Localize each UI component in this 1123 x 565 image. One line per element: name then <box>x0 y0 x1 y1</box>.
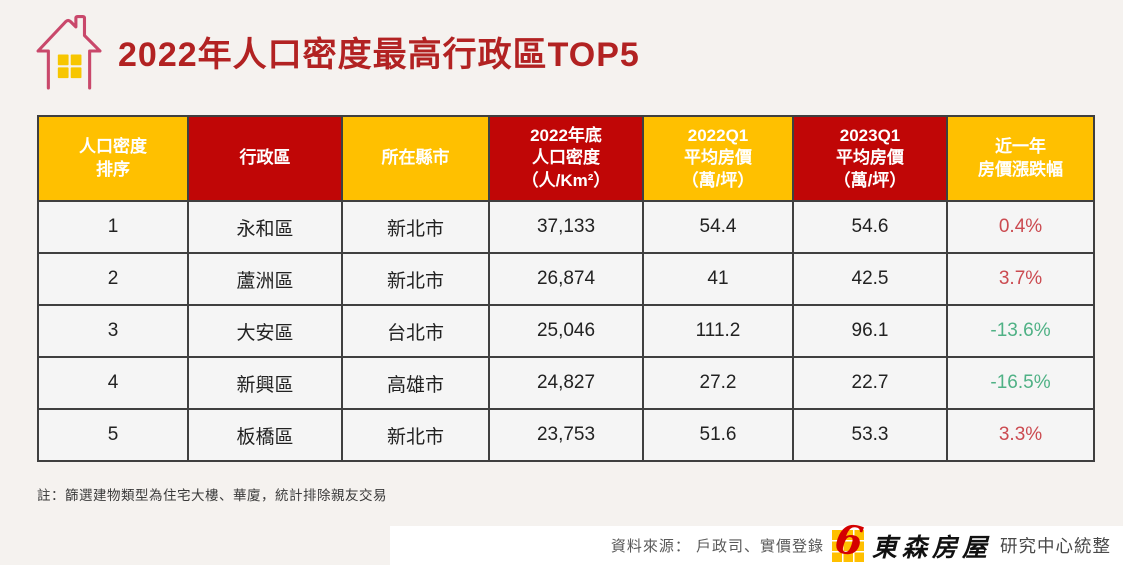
data-source-label: 資料來源： 戶政司、實價登錄 <box>610 538 824 555</box>
cell-rank: 4 <box>37 356 189 410</box>
table-row: 4 新興區 高雄市 24,827 27.2 22.7 -16.5% <box>37 356 1095 410</box>
cell-price-2022q1: 54.4 <box>642 200 794 254</box>
table-body: 1 永和區 新北市 37,133 54.4 54.6 0.4% 2 蘆洲區 新北… <box>37 200 1095 462</box>
cell-district: 新興區 <box>187 356 343 410</box>
cell-price-2022q1: 27.2 <box>642 356 794 410</box>
brand-suffix: 研究中心統整 <box>1000 536 1111 556</box>
cell-district: 大安區 <box>187 304 343 358</box>
cell-rank: 5 <box>37 408 189 462</box>
cell-city: 高雄市 <box>341 356 490 410</box>
cell-price-change: -16.5% <box>946 356 1095 410</box>
source-bar: 資料來源： 戶政司、實價登錄 6 東森房屋 研究中心統整 <box>390 515 1123 565</box>
cell-rank: 1 <box>37 200 189 254</box>
cell-density: 37,133 <box>488 200 644 254</box>
cell-price-change: -13.6% <box>946 304 1095 358</box>
brand-name: 東森房屋 <box>871 532 992 562</box>
cell-price-2023q1: 96.1 <box>792 304 948 358</box>
cell-density: 26,874 <box>488 252 644 306</box>
cell-price-2023q1: 53.3 <box>792 408 948 462</box>
cell-price-2022q1: 41 <box>642 252 794 306</box>
cell-rank: 2 <box>37 252 189 306</box>
cell-district: 永和區 <box>187 200 343 254</box>
footnote: 註：篩選建物類型為住宅大樓、華廈，統計排除親友交易 <box>37 488 387 503</box>
cell-city: 新北市 <box>341 200 490 254</box>
cell-price-change: 0.4% <box>946 200 1095 254</box>
col-header-rank: 人口密度 排序 <box>37 115 189 202</box>
cell-district: 板橋區 <box>187 408 343 462</box>
table-header: 人口密度 排序 行政區 所在縣市 2022年底 人口密度 （人/Km²） 202… <box>37 115 1095 202</box>
house-icon <box>36 15 102 90</box>
table-row: 2 蘆洲區 新北市 26,874 41 42.5 3.7% <box>37 252 1095 306</box>
table-row: 1 永和區 新北市 37,133 54.4 54.6 0.4% <box>37 200 1095 254</box>
cell-rank: 3 <box>37 304 189 358</box>
cell-price-2023q1: 54.6 <box>792 200 948 254</box>
cell-density: 23,753 <box>488 408 644 462</box>
cell-city: 新北市 <box>341 252 490 306</box>
brand-logo-stroke: 6 <box>831 514 867 565</box>
col-header-price-2023q1: 2023Q1 平均房價 （萬/坪） <box>792 115 948 202</box>
cell-price-change: 3.7% <box>946 252 1095 306</box>
cell-district: 蘆洲區 <box>187 252 343 306</box>
house-window <box>57 54 82 79</box>
density-ranking-table: 人口密度 排序 行政區 所在縣市 2022年底 人口密度 （人/Km²） 202… <box>37 115 1095 462</box>
cell-city: 新北市 <box>341 408 490 462</box>
brand-logo-icon: 6 <box>832 515 866 565</box>
table-row: 5 板橋區 新北市 23,753 51.6 53.3 3.3% <box>37 408 1095 462</box>
col-header-city: 所在縣市 <box>341 115 490 202</box>
table-row: 3 大安區 台北市 25,046 111.2 96.1 -13.6% <box>37 304 1095 358</box>
cell-city: 台北市 <box>341 304 490 358</box>
col-header-price-2022q1: 2022Q1 平均房價 （萬/坪） <box>642 115 794 202</box>
col-header-density: 2022年底 人口密度 （人/Km²） <box>488 115 644 202</box>
cell-price-2023q1: 42.5 <box>792 252 948 306</box>
col-header-district: 行政區 <box>187 115 343 202</box>
cell-price-2022q1: 111.2 <box>642 304 794 358</box>
cell-density: 25,046 <box>488 304 644 358</box>
page-header: 2022年人口密度最高行政區TOP5 <box>26 8 640 94</box>
cell-price-2023q1: 22.7 <box>792 356 948 410</box>
cell-price-2022q1: 51.6 <box>642 408 794 462</box>
cell-density: 24,827 <box>488 356 644 410</box>
col-header-price-change: 近一年 房價漲跌幅 <box>946 115 1095 202</box>
page-title: 2022年人口密度最高行政區TOP5 <box>118 35 640 74</box>
cell-price-change: 3.3% <box>946 408 1095 462</box>
